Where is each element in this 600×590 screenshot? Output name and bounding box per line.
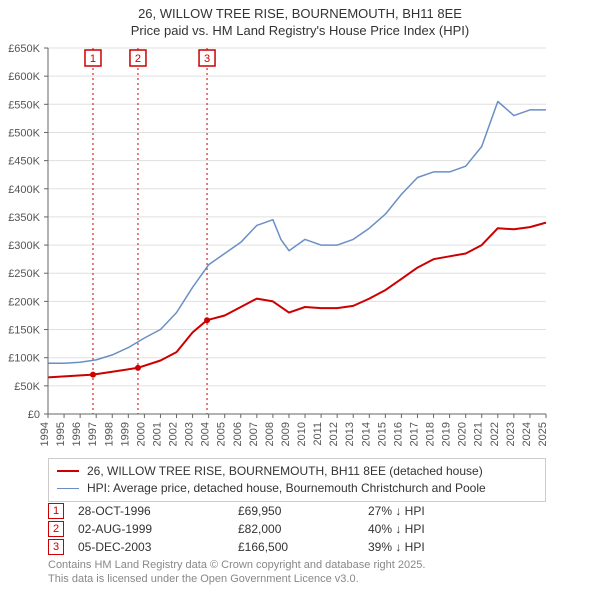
svg-text:2011: 2011 bbox=[312, 422, 324, 446]
svg-text:£50K: £50K bbox=[14, 381, 40, 393]
svg-text:2010: 2010 bbox=[296, 422, 308, 446]
svg-text:2025: 2025 bbox=[537, 422, 549, 446]
marker-delta: 39% ↓ HPI bbox=[368, 540, 488, 554]
chart-area: £0£50K£100K£150K£200K£250K£300K£350K£400… bbox=[48, 48, 550, 456]
svg-text:2009: 2009 bbox=[280, 422, 292, 446]
svg-text:2020: 2020 bbox=[457, 422, 469, 446]
legend-row-subject: 26, WILLOW TREE RISE, BOURNEMOUTH, BH11 … bbox=[57, 463, 537, 480]
marker-price: £166,500 bbox=[238, 540, 368, 554]
svg-text:2024: 2024 bbox=[521, 422, 533, 446]
marker-table: 1 28-OCT-1996 £69,950 27% ↓ HPI 2 02-AUG… bbox=[48, 502, 488, 556]
svg-text:2012: 2012 bbox=[328, 422, 340, 446]
marker-delta: 27% ↓ HPI bbox=[368, 504, 488, 518]
marker-row: 2 02-AUG-1999 £82,000 40% ↓ HPI bbox=[48, 520, 488, 538]
chart-title: 26, WILLOW TREE RISE, BOURNEMOUTH, BH11 … bbox=[0, 0, 600, 40]
svg-text:1998: 1998 bbox=[103, 422, 115, 446]
marker-date: 28-OCT-1996 bbox=[78, 504, 238, 518]
marker-row: 3 05-DEC-2003 £166,500 39% ↓ HPI bbox=[48, 538, 488, 556]
svg-text:£100K: £100K bbox=[8, 353, 40, 365]
marker-price: £82,000 bbox=[238, 522, 368, 536]
marker-price: £69,950 bbox=[238, 504, 368, 518]
svg-text:£350K: £350K bbox=[8, 212, 40, 224]
svg-text:£650K: £650K bbox=[8, 43, 40, 55]
legend: 26, WILLOW TREE RISE, BOURNEMOUTH, BH11 … bbox=[48, 458, 546, 502]
svg-text:£0: £0 bbox=[28, 409, 40, 421]
svg-text:2006: 2006 bbox=[232, 422, 244, 446]
svg-text:£300K: £300K bbox=[8, 240, 40, 252]
svg-text:£450K: £450K bbox=[8, 156, 40, 168]
marker-row: 1 28-OCT-1996 £69,950 27% ↓ HPI bbox=[48, 502, 488, 520]
svg-text:1996: 1996 bbox=[71, 422, 83, 446]
svg-text:£500K: £500K bbox=[8, 127, 40, 139]
svg-text:1995: 1995 bbox=[55, 422, 67, 446]
svg-text:1994: 1994 bbox=[39, 422, 51, 446]
svg-text:2001: 2001 bbox=[151, 422, 163, 446]
marker-date: 05-DEC-2003 bbox=[78, 540, 238, 554]
svg-text:2015: 2015 bbox=[376, 422, 388, 446]
svg-text:3: 3 bbox=[204, 53, 210, 65]
svg-text:£600K: £600K bbox=[8, 71, 40, 83]
svg-text:2003: 2003 bbox=[184, 422, 196, 446]
title-line1: 26, WILLOW TREE RISE, BOURNEMOUTH, BH11 … bbox=[138, 6, 462, 21]
legend-swatch-hpi bbox=[57, 488, 79, 489]
svg-text:2000: 2000 bbox=[135, 422, 147, 446]
svg-text:£150K: £150K bbox=[8, 325, 40, 337]
svg-text:2018: 2018 bbox=[425, 422, 437, 446]
marker-date: 02-AUG-1999 bbox=[78, 522, 238, 536]
legend-swatch-subject bbox=[57, 470, 79, 472]
price-chart: £0£50K£100K£150K£200K£250K£300K£350K£400… bbox=[48, 48, 550, 456]
legend-label-subject: 26, WILLOW TREE RISE, BOURNEMOUTH, BH11 … bbox=[87, 463, 483, 480]
svg-text:£400K: £400K bbox=[8, 184, 40, 196]
svg-text:2005: 2005 bbox=[216, 422, 228, 446]
svg-text:2019: 2019 bbox=[441, 422, 453, 446]
footer-note: Contains HM Land Registry data © Crown c… bbox=[48, 558, 425, 587]
marker-badge: 2 bbox=[48, 521, 64, 537]
svg-text:2014: 2014 bbox=[360, 422, 372, 446]
marker-badge: 3 bbox=[48, 539, 64, 555]
svg-text:2002: 2002 bbox=[168, 422, 180, 446]
svg-text:£200K: £200K bbox=[8, 296, 40, 308]
svg-text:1999: 1999 bbox=[119, 422, 131, 446]
svg-text:2017: 2017 bbox=[408, 422, 420, 446]
svg-text:2004: 2004 bbox=[200, 422, 212, 446]
svg-text:2: 2 bbox=[135, 53, 141, 65]
svg-text:£550K: £550K bbox=[8, 99, 40, 111]
svg-text:2023: 2023 bbox=[505, 422, 517, 446]
svg-text:2021: 2021 bbox=[473, 422, 485, 446]
title-line2: Price paid vs. HM Land Registry's House … bbox=[131, 23, 469, 38]
svg-text:2008: 2008 bbox=[264, 422, 276, 446]
marker-delta: 40% ↓ HPI bbox=[368, 522, 488, 536]
svg-text:1: 1 bbox=[90, 53, 96, 65]
legend-row-hpi: HPI: Average price, detached house, Bour… bbox=[57, 480, 537, 497]
footer-line2: This data is licensed under the Open Gov… bbox=[48, 573, 359, 585]
svg-text:2016: 2016 bbox=[392, 422, 404, 446]
footer-line1: Contains HM Land Registry data © Crown c… bbox=[48, 559, 425, 571]
svg-text:2022: 2022 bbox=[489, 422, 501, 446]
svg-text:£250K: £250K bbox=[8, 268, 40, 280]
marker-badge: 1 bbox=[48, 503, 64, 519]
svg-text:2013: 2013 bbox=[344, 422, 356, 446]
legend-label-hpi: HPI: Average price, detached house, Bour… bbox=[87, 480, 486, 497]
svg-text:1997: 1997 bbox=[87, 422, 99, 446]
svg-text:2007: 2007 bbox=[248, 422, 260, 446]
